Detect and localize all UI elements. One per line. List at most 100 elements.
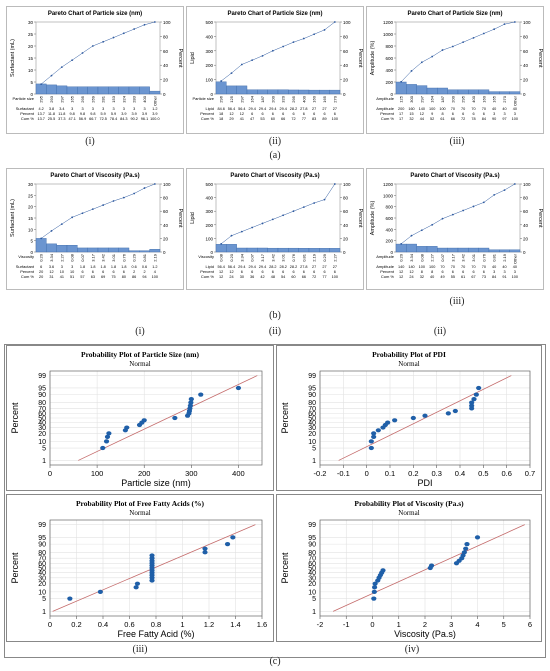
data-point xyxy=(133,585,139,590)
table-cell: 3.6 xyxy=(49,265,54,269)
table-cell: 6 xyxy=(462,270,464,274)
y2-axis-label: Percent xyxy=(357,49,363,68)
table-cell: 56.9 xyxy=(79,117,86,121)
data-point xyxy=(392,418,398,423)
table-cell: 3 xyxy=(514,112,516,116)
category-label: 160 xyxy=(481,95,486,102)
y-tick-label: 99 xyxy=(38,373,46,380)
category-label: 320 xyxy=(281,95,286,102)
y-tick-label: 30 xyxy=(38,575,46,582)
bar xyxy=(87,247,99,253)
bar xyxy=(426,246,438,253)
x-tick-label: 5 xyxy=(502,620,506,629)
y-axis-label: Percent xyxy=(10,552,20,584)
bar xyxy=(499,249,510,253)
category-label: 165 xyxy=(322,95,327,102)
table-cell: 70 xyxy=(461,107,465,111)
x-tick-label: 1 xyxy=(397,620,401,629)
table-cell: 84 xyxy=(482,117,486,121)
x-tick-label: 0.6 xyxy=(501,469,511,478)
bar xyxy=(267,247,279,253)
table-cell: 70 xyxy=(451,265,455,269)
table-cell: 40 xyxy=(430,275,434,279)
y-tick-label: 30 xyxy=(38,425,46,432)
category-label: 296 xyxy=(219,95,224,102)
bar xyxy=(437,87,448,95)
table-cell: 3 xyxy=(493,112,495,116)
plot-area xyxy=(319,370,531,466)
data-point xyxy=(202,550,208,555)
data-point xyxy=(134,581,141,586)
category-label: 0.07 xyxy=(80,253,85,262)
y-tick-label: 200 xyxy=(205,63,213,68)
table-cell: 12 xyxy=(219,275,223,279)
x-tick-label: 0.4 xyxy=(98,620,108,629)
table-cell: 6 xyxy=(112,270,114,274)
y2-tick-label: 80 xyxy=(163,196,169,201)
y-tick-label: 95 xyxy=(308,535,316,542)
table-cell: 66 xyxy=(451,117,455,121)
category-label: 0.07 xyxy=(250,253,255,262)
category-label: 0.81 xyxy=(142,253,147,262)
y-tick-label: 25 xyxy=(28,32,34,37)
y2-tick-label: 100 xyxy=(523,20,531,25)
row-name: Amplitude xyxy=(376,264,395,269)
y-tick-label: 70 xyxy=(38,556,46,563)
table-cell: 78 xyxy=(471,117,475,121)
table-cell: 140 xyxy=(408,265,414,269)
y-tick-label: 90 xyxy=(38,392,46,399)
y-tick-label: 40 xyxy=(38,570,46,577)
y-tick-label: 30 xyxy=(28,20,34,25)
table-cell: 40 xyxy=(492,265,496,269)
x-tick-label: 400 xyxy=(232,469,245,478)
y2-tick-label: 40 xyxy=(343,63,349,68)
y-tick-label: 70 xyxy=(38,406,46,413)
table-cell: 20 xyxy=(39,275,43,279)
chart-svg: Probability Plot of Free Fatty Acids (%)… xyxy=(6,494,274,642)
bar xyxy=(395,243,407,253)
row-name: Percent xyxy=(20,111,35,116)
y2-tick-label: 80 xyxy=(523,34,529,39)
bar xyxy=(457,89,469,95)
table-cell: 78.4 xyxy=(110,117,117,121)
bar xyxy=(488,249,500,253)
y-tick-label: 500 xyxy=(205,182,213,187)
bar xyxy=(149,249,161,253)
y-tick-label: 5 xyxy=(312,446,316,453)
table-cell: 97 xyxy=(502,117,506,121)
label-a-i: (i) xyxy=(85,136,95,147)
table-cell: 6 xyxy=(452,112,454,116)
y-tick-label: 90 xyxy=(308,392,316,399)
table-cell: 18 xyxy=(219,112,223,116)
table-cell: 6 xyxy=(323,270,325,274)
y2-tick-label: 100 xyxy=(163,20,171,25)
y-tick-label: 1000 xyxy=(383,32,394,37)
y-tick-label: 0 xyxy=(30,250,33,255)
data-point xyxy=(188,400,194,405)
y2-tick-label: 60 xyxy=(523,49,529,54)
y-tick-label: 0 xyxy=(390,92,393,97)
y-tick-label: 10 xyxy=(308,439,316,446)
table-cell: 100.0 xyxy=(150,117,160,121)
table-cell: 1.8 xyxy=(90,265,95,269)
y-tick-label: 10 xyxy=(28,68,34,73)
y-tick-label: 70 xyxy=(308,556,316,563)
table-cell: 0.6 xyxy=(142,265,147,269)
table-cell: 6 xyxy=(251,112,253,116)
table-cell: 3 xyxy=(133,107,135,111)
table-cell: 27 xyxy=(333,265,337,269)
table-cell: 70 xyxy=(471,265,475,269)
chart-svg: Pareto Chart of Viscosity (Pa.s)02004006… xyxy=(366,168,544,290)
table-cell: 66.7 xyxy=(89,117,96,121)
table-cell: 83 xyxy=(312,117,316,121)
table-cell: 3 xyxy=(503,270,505,274)
table-cell: 1.8 xyxy=(80,265,85,269)
row-name: Amplitude xyxy=(376,96,395,101)
category-label: Other xyxy=(152,95,157,106)
table-cell: 1.8 xyxy=(101,265,106,269)
data-point xyxy=(149,553,155,558)
table-cell: 40 xyxy=(502,265,506,269)
label-b-i: (i) xyxy=(135,326,145,337)
data-point xyxy=(464,542,470,547)
row-name: Viscosity xyxy=(18,254,34,259)
